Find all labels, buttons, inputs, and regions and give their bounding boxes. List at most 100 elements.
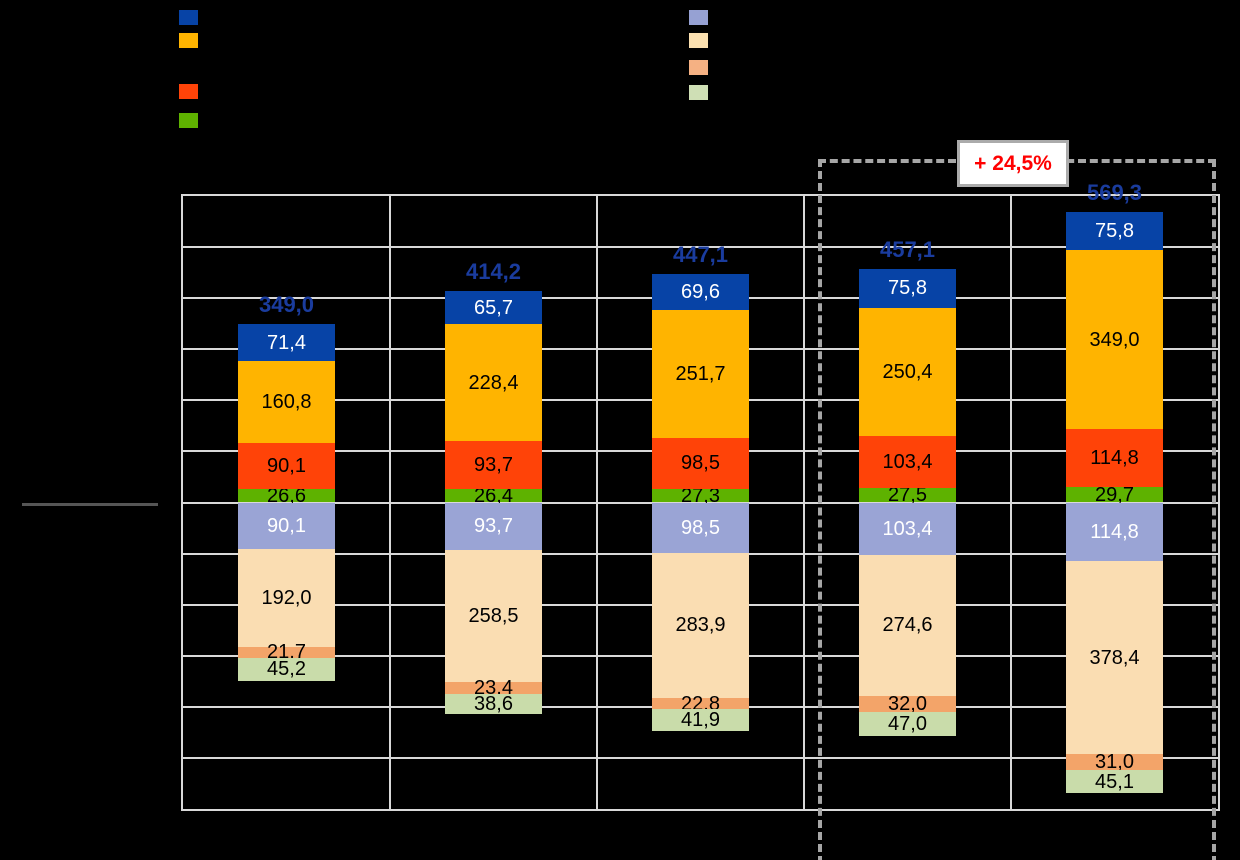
bar-segment-green: 27,3	[652, 484, 749, 507]
bar-segment-peach: 258,5	[445, 550, 542, 683]
segment-value-label: 192,0	[261, 586, 312, 609]
segment-value-label: 71,4	[267, 331, 306, 354]
bar-segment-red-orange: 93,7	[445, 441, 542, 489]
segment-value-label: 75,8	[1095, 220, 1134, 243]
segment-value-label: 251,7	[675, 362, 726, 385]
gridline-v	[1010, 196, 1012, 809]
chart-plot-area: 26,6 90,1 160,8 71,4 90,1 192,0 21,7 45,2 349,0 2…	[181, 181, 1220, 811]
bar-segment-dark-blue: 75,8	[859, 268, 956, 308]
segment-value-label: 283,9	[675, 614, 726, 637]
bar-total-label: 569,3	[1086, 179, 1143, 205]
bar-segment-green: 26,6	[238, 484, 335, 507]
segment-value-label: 23,4	[474, 677, 513, 700]
bar-segment-lavender: 98,5	[652, 502, 749, 553]
bar-segment-light-green: 45,1	[1066, 770, 1163, 794]
legend-swatch-salmon	[689, 60, 708, 75]
segment-value-label: 98,5	[681, 452, 720, 475]
bar-segment-orange: 228,4	[445, 324, 542, 442]
segment-value-label: 228,4	[468, 371, 519, 394]
segment-value-label: 75,8	[888, 277, 927, 300]
segment-value-label: 349,0	[1089, 328, 1140, 351]
bar-segment-dark-blue: 75,8	[1066, 211, 1163, 251]
bar-segment-salmon: 21,7	[238, 642, 335, 662]
legend-swatch-peach	[689, 33, 708, 48]
legend-swatch-lavender	[689, 10, 708, 25]
bar-segment-green: 26,4	[445, 486, 542, 506]
bar-total-label: 349,0	[258, 292, 315, 318]
segment-value-label: 114,8	[1090, 520, 1139, 543]
segment-value-label: 32,0	[888, 692, 927, 715]
bar-segment-lavender: 103,4	[859, 502, 956, 556]
segment-value-label: 27,5	[888, 484, 927, 507]
gridline-h	[183, 246, 1218, 249]
bar-segment-dark-blue: 65,7	[445, 290, 542, 325]
gridline-v	[389, 196, 391, 809]
bar-segment-green: 29,7	[1066, 483, 1163, 506]
segment-value-label: 378,4	[1089, 646, 1140, 669]
legend-swatch-dark-blue	[179, 10, 198, 25]
bar-segment-red-orange: 90,1	[238, 442, 335, 489]
bar-segment-orange: 250,4	[859, 307, 956, 436]
bar-segment-salmon: 31,0	[1066, 751, 1163, 774]
bar-segment-salmon: 32,0	[859, 692, 956, 715]
bar-segment-orange: 349,0	[1066, 250, 1163, 429]
legend-swatch-green	[179, 113, 198, 128]
segment-value-label: 27,3	[681, 484, 720, 507]
segment-value-label: 103,4	[882, 517, 933, 540]
highlight-dashed-box	[818, 159, 1216, 860]
segment-value-label: 31,0	[1095, 751, 1134, 774]
bar-segment-red-orange: 103,4	[859, 435, 956, 489]
bar-segment-orange: 160,8	[238, 360, 335, 443]
bar-segment-lavender: 93,7	[445, 502, 542, 551]
segment-value-label: 250,4	[882, 360, 933, 383]
bar-segment-dark-blue: 71,4	[238, 324, 335, 361]
segment-value-label: 114,8	[1090, 446, 1139, 469]
gridline-h	[183, 756, 1218, 759]
bar-segment-orange: 251,7	[652, 309, 749, 439]
segment-value-label: 160,8	[261, 390, 312, 413]
gridline-v	[596, 196, 598, 809]
bar-segment-lavender: 114,8	[1066, 502, 1163, 562]
segment-value-label: 29,7	[1095, 483, 1134, 506]
bar-total-label: 447,1	[672, 242, 729, 268]
segment-value-label: 90,1	[267, 514, 306, 537]
segment-value-label: 45,2	[267, 658, 306, 681]
segment-value-label: 274,6	[882, 614, 933, 637]
gridline-v	[803, 196, 805, 809]
bar-segment-peach: 378,4	[1066, 561, 1163, 755]
bar-segment-light-green: 41,9	[652, 709, 749, 732]
legend-swatch-red-orange	[179, 84, 198, 99]
bar-segment-light-green: 38,6	[445, 694, 542, 714]
segment-value-label: 45,1	[1095, 770, 1134, 793]
segment-value-label: 93,7	[474, 515, 513, 538]
segment-value-label: 38,6	[474, 693, 513, 716]
segment-value-label: 65,7	[474, 296, 513, 319]
bar-segment-lavender: 90,1	[238, 502, 335, 549]
bar-segment-light-green: 45,2	[238, 657, 335, 681]
bar-segment-peach: 283,9	[652, 552, 749, 698]
segment-value-label: 26,4	[474, 484, 513, 507]
segment-value-label: 93,7	[474, 454, 513, 477]
segment-value-label: 26,6	[267, 484, 306, 507]
segment-value-label: 103,4	[882, 451, 933, 474]
bar-segment-peach: 192,0	[238, 548, 335, 647]
segment-value-label: 98,5	[681, 516, 720, 539]
growth-annotation-label: + 24,5%	[974, 151, 1052, 175]
bar-total-label: 414,2	[465, 258, 522, 284]
segment-value-label: 69,6	[681, 280, 720, 303]
legend-swatch-orange	[179, 33, 198, 48]
segment-value-label: 21,7	[267, 641, 306, 664]
bar-segment-green: 27,5	[859, 484, 956, 507]
growth-annotation-box: + 24,5%	[957, 140, 1069, 187]
bar-segment-peach: 274,6	[859, 555, 956, 696]
bar-segment-salmon: 23,4	[445, 678, 542, 698]
axis-divider-line	[22, 503, 158, 506]
segment-value-label: 41,9	[681, 709, 720, 732]
bar-total-label: 457,1	[879, 236, 936, 262]
bar-segment-salmon: 22,8	[652, 694, 749, 714]
legend-swatch-light-green	[689, 85, 708, 100]
bar-segment-dark-blue: 69,6	[652, 274, 749, 310]
segment-value-label: 258,5	[468, 605, 519, 628]
segment-value-label: 90,1	[267, 454, 306, 477]
